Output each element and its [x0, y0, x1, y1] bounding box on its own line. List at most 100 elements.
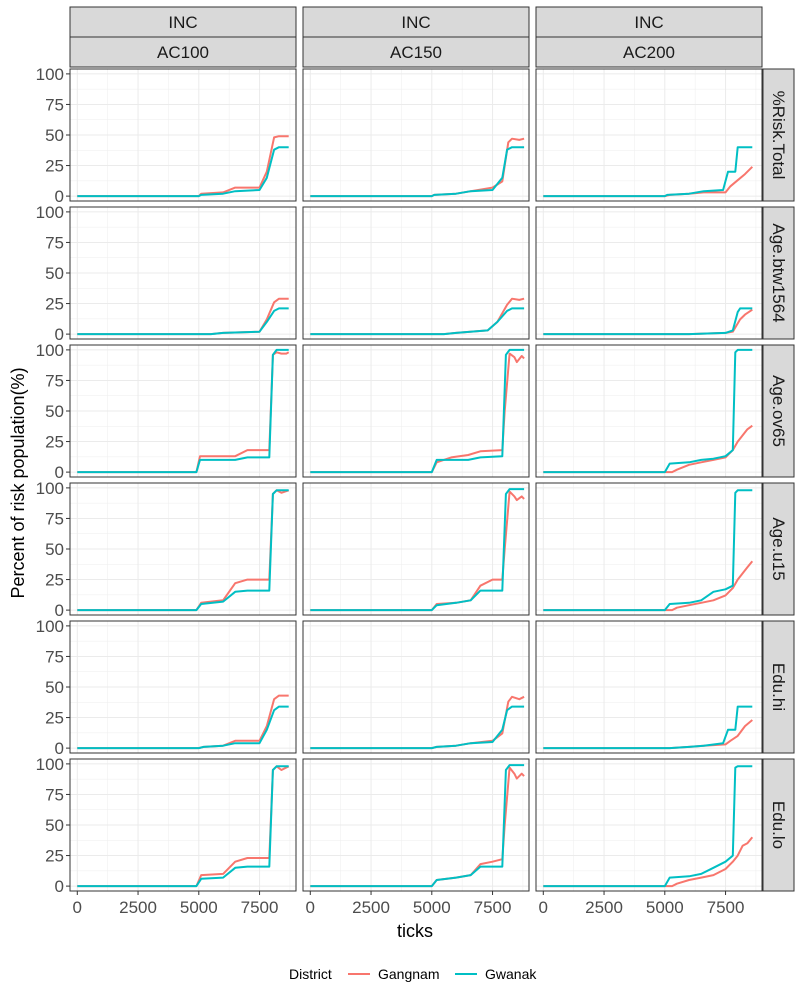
series-line-gwanak [310, 348, 525, 474]
legend: District Gangnam Gwanak [289, 966, 537, 982]
panel-border [535, 758, 763, 892]
panel [69, 758, 297, 892]
panel [535, 206, 763, 340]
x-tick-label: 2500 [352, 898, 390, 917]
panel [69, 206, 297, 340]
x-tick-label: 5000 [646, 898, 684, 917]
y-tick-label: 0 [55, 325, 64, 344]
y-tick-label: 50 [45, 126, 64, 145]
facet-strip-row [762, 68, 795, 202]
y-tick-label: 75 [45, 509, 64, 528]
series-line-gwanak [77, 489, 289, 612]
y-tick-label: 75 [45, 371, 64, 390]
panel-border [302, 344, 530, 478]
y-tick-label: 100 [36, 755, 64, 774]
y-axis-title: Percent of risk population(%) [8, 367, 28, 598]
panel [535, 482, 763, 616]
series-line-gwanak [543, 705, 753, 750]
panel [535, 758, 763, 892]
panel [69, 620, 297, 754]
panel-border [302, 68, 530, 202]
series-line-gwanak [310, 764, 525, 888]
x-axis-title: ticks [397, 921, 433, 941]
panel [69, 344, 297, 478]
panel [302, 206, 530, 340]
facet-strip-top [302, 6, 530, 38]
facet-strip-top [69, 6, 297, 38]
y-tick-label: 50 [45, 264, 64, 283]
panel [69, 68, 297, 202]
panel [302, 482, 530, 616]
series-line-gwanak [310, 307, 525, 336]
facet-strip-bottom-label: AC150 [390, 43, 442, 62]
facet-strip-top-label: INC [401, 13, 430, 32]
facet-strip-bottom-label: AC200 [623, 43, 675, 62]
y-tick-label: 50 [45, 402, 64, 421]
x-tick-label: 7500 [474, 898, 512, 917]
facet-strip-row-label: %Risk.Total [769, 91, 788, 180]
series-line-gangnam [543, 560, 754, 612]
facet-strip-bottom [69, 36, 297, 68]
panel [69, 482, 297, 616]
series-line-gwanak [543, 348, 753, 474]
x-tick-label: 5000 [413, 898, 451, 917]
facet-strip-row-label: Age.ov65 [769, 375, 788, 447]
facet-strip-row [762, 758, 795, 892]
y-tick-label: 50 [45, 816, 64, 835]
y-tick-label: 25 [45, 847, 64, 866]
series-line-gwanak [310, 146, 525, 198]
y-tick-label: 100 [36, 203, 64, 222]
y-tick-label: 75 [45, 785, 64, 804]
series-line-gwanak [543, 765, 753, 888]
y-tick-label: 25 [45, 709, 64, 728]
x-tick-label: 2500 [119, 898, 157, 917]
x-tick-label: 2500 [585, 898, 623, 917]
x-tick-label: 0 [539, 898, 548, 917]
facet-strip-row-label: Age.u15 [769, 517, 788, 580]
legend-label-gwanak: Gwanak [485, 966, 537, 982]
series-line-gwanak [310, 705, 525, 750]
series-line-gwanak [77, 348, 289, 474]
facet-strip-top-label: INC [634, 13, 663, 32]
y-tick-label: 0 [55, 877, 64, 896]
y-tick-label: 0 [55, 187, 64, 206]
series-line-gwanak [543, 489, 753, 612]
panel-border [535, 344, 763, 478]
y-tick-label: 100 [36, 65, 64, 84]
series-line-gangnam [543, 836, 754, 888]
y-tick-label: 75 [45, 647, 64, 666]
x-tick-label: 7500 [707, 898, 745, 917]
y-tick-label: 100 [36, 341, 64, 360]
y-tick-label: 25 [45, 433, 64, 452]
series-line-gwanak [77, 146, 289, 198]
panel [535, 620, 763, 754]
panel [302, 758, 530, 892]
y-tick-label: 0 [55, 601, 64, 620]
series-line-gwanak [77, 307, 289, 336]
facet-strip-row-label: Edu.lo [769, 801, 788, 849]
legend-title: District [289, 966, 332, 982]
series-line-gwanak [543, 307, 753, 336]
panel-border [302, 758, 530, 892]
y-tick-label: 50 [45, 678, 64, 697]
facet-strip-row-label: Edu.hi [769, 663, 788, 711]
y-tick-label: 100 [36, 617, 64, 636]
panel [535, 68, 763, 202]
series-line-gangnam [77, 765, 290, 888]
series-line-gwanak [77, 765, 289, 888]
y-tick-label: 25 [45, 295, 64, 314]
x-tick-label: 0 [73, 898, 82, 917]
facet-strip-top-label: INC [168, 13, 197, 32]
panel [302, 344, 530, 478]
panel-border [535, 482, 763, 616]
panel-border [302, 620, 530, 754]
panel-border [535, 206, 763, 340]
panel [302, 620, 530, 754]
facet-strip-row-label: Age.btw1564 [769, 223, 788, 322]
series-line-gwanak [77, 705, 289, 750]
panel [302, 68, 530, 202]
legend-label-gangnam: Gangnam [378, 966, 439, 982]
x-tick-label: 5000 [180, 898, 218, 917]
facet-strip-bottom [302, 36, 530, 68]
